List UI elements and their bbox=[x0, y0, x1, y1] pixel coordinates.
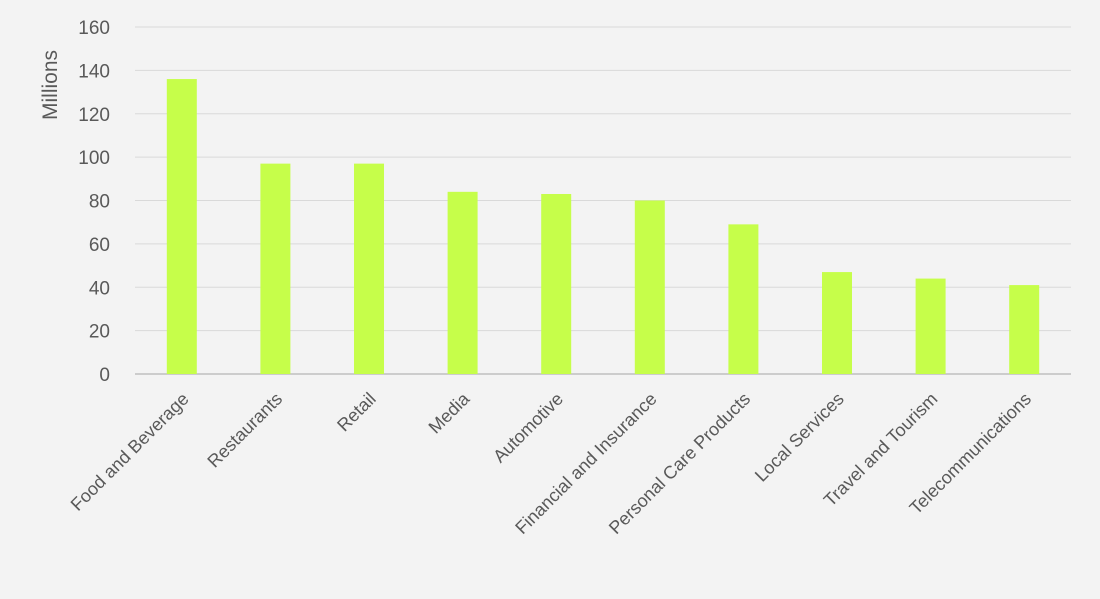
bar bbox=[260, 163, 291, 374]
y-tick-label: 100 bbox=[78, 148, 110, 169]
x-tick-label: Local Services bbox=[751, 389, 848, 486]
bar bbox=[1009, 285, 1040, 374]
x-tick-label: Food and Beverage bbox=[67, 389, 193, 515]
y-axis-ticks: 0 20 40 60 80 100 120 140 160 bbox=[78, 18, 110, 386]
bar bbox=[166, 79, 197, 375]
y-tick-label: 140 bbox=[78, 61, 110, 82]
y-tick-label: 120 bbox=[78, 105, 110, 126]
bars bbox=[166, 79, 1040, 375]
y-tick-label: 160 bbox=[78, 18, 110, 39]
bar bbox=[634, 200, 665, 374]
x-axis-labels: Food and Beverage Restaurants Retail Media A… bbox=[67, 388, 1035, 538]
x-tick-label: Media bbox=[425, 388, 475, 438]
x-tick-label: Retail bbox=[333, 389, 380, 436]
bar bbox=[728, 224, 759, 374]
x-tick-label: Restaurants bbox=[203, 389, 286, 472]
bar bbox=[541, 193, 572, 374]
bar bbox=[354, 163, 384, 374]
y-tick-label: 40 bbox=[89, 278, 110, 299]
y-tick-label: 20 bbox=[89, 322, 110, 343]
x-tick-label: Automotive bbox=[489, 389, 567, 467]
y-tick-label: 0 bbox=[99, 365, 110, 386]
y-tick-label: 80 bbox=[89, 192, 110, 213]
bar bbox=[822, 272, 852, 374]
gridlines bbox=[135, 26, 1071, 375]
y-axis-title: Millions bbox=[39, 50, 62, 120]
y-tick-label: 60 bbox=[89, 235, 110, 256]
bar bbox=[915, 278, 946, 374]
bar bbox=[447, 191, 478, 374]
